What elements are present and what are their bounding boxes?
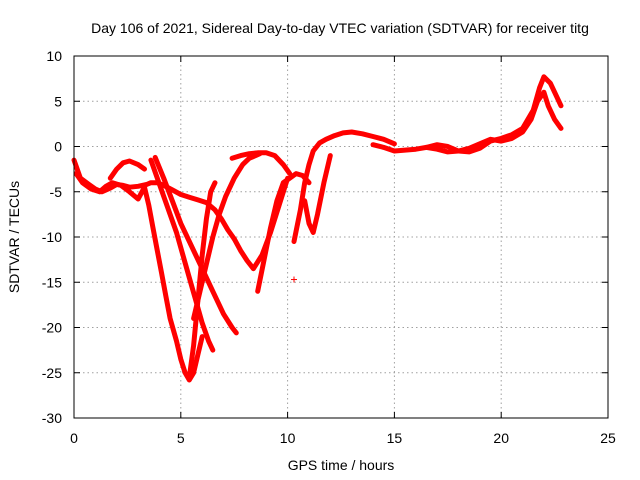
x-tick-label: 0 [70, 430, 78, 446]
x-axis-title: GPS time / hours [288, 457, 395, 473]
y-tick-label: 10 [46, 48, 62, 64]
data-series [71, 74, 564, 383]
y-axis-title: SDTVAR / TECUs [6, 181, 22, 293]
x-tick-label: 5 [177, 430, 185, 446]
y-tick-label: -15 [42, 274, 62, 290]
series-arc-9 [186, 180, 218, 380]
series-arc-5 [148, 157, 216, 353]
y-tick-label: -25 [42, 365, 62, 381]
series-arc-6 [107, 158, 147, 181]
series-arc-13 [302, 153, 333, 235]
y-tick-label: -10 [42, 229, 62, 245]
y-tick-labels: -30 -25 -20 -15 -10 -5 0 5 10 [42, 48, 62, 426]
y-tick-label: -5 [50, 184, 63, 200]
x-tick-label: 10 [280, 430, 296, 446]
outlier-point [291, 276, 298, 283]
grid-lines [74, 56, 608, 418]
series-arc-12 [291, 129, 397, 244]
series-arc-15 [423, 89, 564, 155]
series-arc-8 [191, 151, 263, 321]
series-arc-2 [231, 175, 291, 272]
y-tick-label: 5 [54, 93, 62, 109]
series-arc-4 [142, 184, 205, 383]
series-arc-11 [229, 150, 293, 177]
y-tick-label: -30 [42, 410, 62, 426]
series-arc-3 [73, 171, 147, 202]
x-tick-label: 15 [387, 430, 403, 446]
chart-title: Day 106 of 2021, Sidereal Day-to-day VTE… [91, 20, 589, 36]
plot-frame [73, 55, 609, 419]
series-arc-10 [255, 171, 312, 294]
x-tick-labels: 0 5 10 15 20 25 [70, 430, 616, 446]
x-tick-label: 25 [600, 430, 616, 446]
y-tick-label: -20 [42, 320, 62, 336]
x-tick-label: 20 [493, 430, 509, 446]
y-tick-label: 0 [54, 139, 62, 155]
series-arc-7 [152, 154, 239, 336]
series-arc-14 [370, 74, 564, 155]
